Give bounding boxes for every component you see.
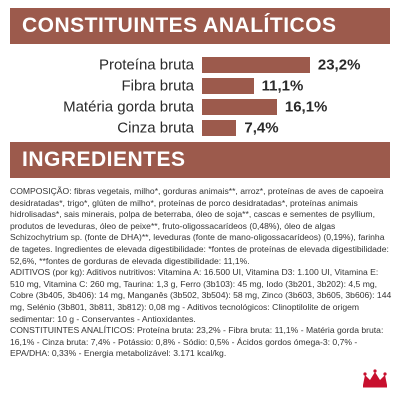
ingredients-banner: INGREDIENTES [10,142,390,178]
analytic-row: Matéria gorda bruta 16,1% [0,96,400,118]
analytic-bar [202,57,310,73]
analytic-constituents-banner: CONSTITUINTES ANALÍTICOS [10,8,390,44]
analytic-value: 16,1% [284,98,328,116]
analytic-value: 23,2% [317,56,361,74]
analytic-value: 7,4% [244,119,279,137]
analytic-label: Matéria gorda bruta [63,98,194,116]
analytic-bar [202,78,254,94]
analytic-bar [202,99,277,115]
analytic-constituents-paragraph: CONSTITUINTES ANALÍTICOS: Proteína bruta… [10,325,384,359]
analytic-row: Fibra bruta 11,1% [0,75,400,97]
crown-icon [363,369,387,388]
analytic-constituents-title: CONSTITUINTES ANALÍTICOS [22,14,337,37]
composition-paragraph: COMPOSIÇÃO: fibras vegetais, milho*, gor… [10,186,389,266]
additives-paragraph: ADITIVOS (por kg): Aditivos nutritivos: … [10,267,392,324]
ingredients-text: COMPOSIÇÃO: fibras vegetais, milho*, gor… [10,186,392,360]
analytic-label: Fibra bruta [121,77,194,95]
analytic-label: Cinza bruta [117,119,194,137]
analytic-row: Cinza bruta 7,4% [0,117,400,139]
analytic-label: Proteína bruta [98,56,194,74]
analytic-row: Proteína bruta 23,2% [0,54,400,76]
analytic-bar [202,120,237,136]
analytic-value: 11,1% [261,77,304,95]
ingredients-title: INGREDIENTES [22,148,186,171]
